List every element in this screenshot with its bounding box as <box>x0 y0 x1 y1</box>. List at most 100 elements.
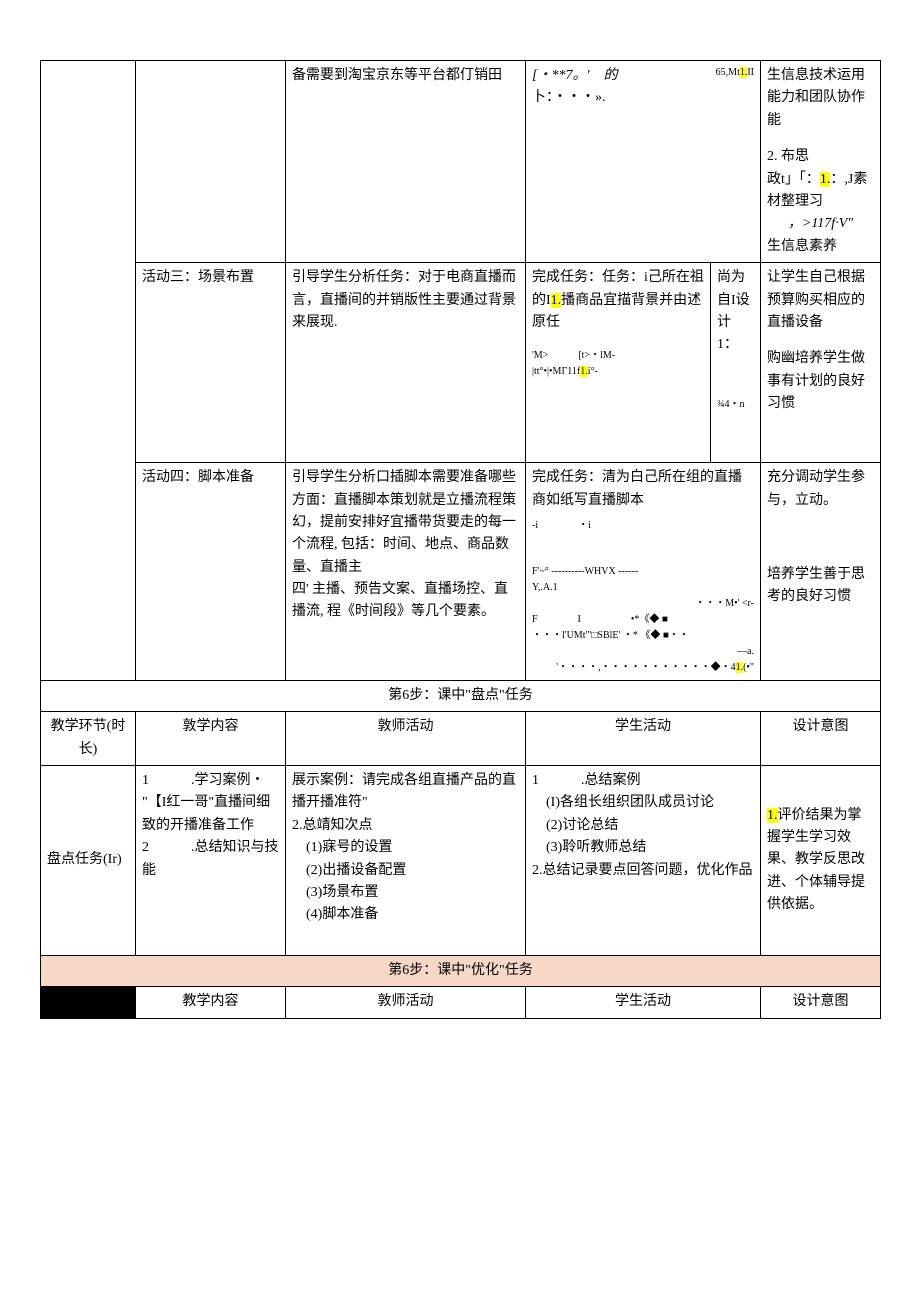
text: 培养学生善于思考的良好习惯 <box>767 564 874 609</box>
cell-student-activity: [・**7。' 的 65,Mt1.II 卜：・・・». <box>526 61 761 263</box>
text: (3)聆听教师总结 <box>532 837 754 859</box>
text: 设计意图 <box>793 994 849 1009</box>
text-line: [・**7。' 的 65,Mt1.II <box>532 65 754 87</box>
text: Y,.A.1 <box>532 580 754 596</box>
text: (2)出播设备配置 <box>292 860 519 882</box>
text: (3)场景布置 <box>292 882 519 904</box>
text: 生信息技术运用能力和团队协作能 <box>767 65 874 132</box>
text: 2 .总结知识与技能 <box>142 837 279 882</box>
text: (1)寐号的设置 <box>292 837 519 859</box>
cell-content: 1 .学习案例・ "【I红一哥"直播间细致的开播准备工作 2 .总结知识与技能 <box>136 766 286 956</box>
text: 设计意图 <box>793 719 849 734</box>
section-header-row: 第6步：课中"盘点"任务 <box>41 680 881 711</box>
text: 备需要到淘宝京东等平台都仃销田 <box>292 68 502 83</box>
cell-design-intent: 1.评价结果为掌握学生学习效果、教学反思改进、个体辅导提供依据。 <box>761 766 881 956</box>
table-row: 活动四：脚本准备 引导学生分析口插脚本需要准备哪些方面：直播脚本策划就是立播流程… <box>41 463 881 681</box>
cell-design-intent: 充分调动学生参与，立动。 培养学生善于思考的良好习惯 <box>761 463 881 681</box>
text: 尚为自I设计 <box>717 267 754 334</box>
text: 1 .总结案例 <box>532 770 754 792</box>
text: 敦师活动 <box>378 994 434 1009</box>
text: 教学环节(时长) <box>51 719 126 756</box>
text: —a. <box>532 644 754 660</box>
col-header: 敦师活动 <box>286 712 526 766</box>
col-header: 教学环节(时长) <box>41 712 136 766</box>
text: 盘点任务(Ir) <box>47 852 122 867</box>
cell-design-intent: 让学生自己根据预算购买相应的直播设备 购幽培养学生做事有计划的良好习惯 <box>761 263 881 463</box>
table-row: 备需要到淘宝京东等平台都仃销田 [・**7。' 的 65,Mt1.II 卜：・・… <box>41 61 881 263</box>
text-annotation: -i ・i <box>532 518 754 534</box>
column-header-row: 教学环节(时长) 敦学内容 敦师活动 学生活动 设计意图 <box>41 712 881 766</box>
text-line: 卜：・・・». <box>532 87 754 109</box>
text: 2.总结记录要点回答问题，优化作品 <box>532 860 754 882</box>
text: 充分调动学生参与，立动。 <box>767 467 874 512</box>
text: 活动三：场景布置 <box>142 270 254 285</box>
cell-black <box>41 987 136 1018</box>
cell-teacher-activity: 备需要到淘宝京东等平台都仃销田 <box>286 61 526 263</box>
cell-extra: 尚为自I设计 1： ¾4・n <box>711 263 761 463</box>
text: 完成任务：清为白己所在组的直播商如纸写直播脚本 <box>532 467 754 512</box>
col-header: 学生活动 <box>526 712 761 766</box>
cell-blank <box>41 61 136 681</box>
text: II <box>747 67 754 78</box>
text-highlight: 1. <box>767 808 778 823</box>
text: 引导学生分析口插脚本需要准备哪些方面：直播脚本策划就是立播流程策幻，提前安排好宜… <box>292 467 519 579</box>
text: 2. 布思 <box>767 146 874 168</box>
column-header-row: 教学内容 敦师活动 学生活动 设计意图 <box>41 987 881 1018</box>
text: 第6步：课中"盘点"任务 <box>388 688 532 703</box>
text: 学生活动 <box>615 719 671 734</box>
text: F I •*《◆ ■ <box>532 612 754 628</box>
text: ・・・M•' <r- <box>532 596 754 612</box>
text: (4)脚本准备 <box>292 904 519 926</box>
text: '・・・・,・・・・・・・・・・・◆・4 <box>556 662 735 673</box>
text: 敦学内容 <box>183 719 239 734</box>
section-title: 第6步：课中"盘点"任务 <box>41 680 881 711</box>
text: (•" <box>743 662 754 673</box>
table-row: 活动三：场景布置 引导学生分析任务：对于电商直播而言，直播间的并销版性主要通过背… <box>41 263 881 463</box>
section-header-row: 第6步：课中"优化"任务 <box>41 956 881 987</box>
text: 生信息素养 <box>767 236 874 258</box>
text: 让学生自己根据预算购买相应的直播设备 <box>767 267 874 334</box>
col-header: 敦师活动 <box>286 987 526 1018</box>
text: 敦师活动 <box>378 719 434 734</box>
document-page: 备需要到淘宝京东等平台都仃销田 [・**7。' 的 65,Mt1.II 卜：・・… <box>0 0 920 1059</box>
text: (2)讨论总结 <box>532 815 754 837</box>
text-annotation: 'M> [t>・lM- |tt°•|•MГ11f1.i°- <box>532 348 704 380</box>
col-header: 设计意图 <box>761 712 881 766</box>
text: (I)各组长组织团队成员讨论 <box>532 792 754 814</box>
text: "【I红一哥"直播间细致的开播准备工作 <box>142 792 279 837</box>
lesson-plan-table: 备需要到淘宝京东等平台都仃销田 [・**7。' 的 65,Mt1.II 卜：・・… <box>40 60 881 1019</box>
text: i°- <box>588 366 598 377</box>
text: 教学内容 <box>183 994 239 1009</box>
text: ，>117f·V" <box>767 213 874 235</box>
text: 2. 布思 政t」「：1.：,J素材整理习 ，>117f·V" 生信息素养 <box>767 146 874 258</box>
text-highlight: 1. <box>736 662 744 673</box>
cell-student-activity: 1 .总结案例 (I)各组长组织团队成员讨论 (2)讨论总结 (3)聆听教师总结… <box>526 766 761 956</box>
cell-student-activity: 完成任务：任务：i己所在祖的I1.播商品宜描背景并由述原任 'M> [t>・lM… <box>526 263 711 463</box>
cell-activity: 活动三：场景布置 <box>136 263 286 463</box>
text: 展示案例：请完成各组直播产品的直播开播准符" <box>292 770 519 815</box>
text: 2.总靖知次点 <box>292 815 519 837</box>
cell-student-activity: 完成任务：清为白己所在组的直播商如纸写直播脚本 -i ・i F'~° -----… <box>526 463 761 681</box>
text-highlight: 1. <box>820 172 831 187</box>
text: 第6步：课中"优化"任务 <box>388 963 532 978</box>
text: 购幽培养学生做事有计划的良好习惯 <box>767 348 874 415</box>
text: 评价结果为掌握学生学习效果、教学反思改进、个体辅导提供依据。 <box>767 808 865 913</box>
text-highlight: 1. <box>580 366 588 377</box>
text-annotation: 65,Mt1.II <box>716 65 754 81</box>
cell-teacher-activity: 展示案例：请完成各组直播产品的直播开播准符" 2.总靖知次点 (1)寐号的设置 … <box>286 766 526 956</box>
text: 65,Mt <box>716 67 740 78</box>
cell-teacher-activity: 引导学生分析任务：对于电商直播而言，直播间的并销版性主要通过背景来展现. <box>286 263 526 463</box>
col-header: 敦学内容 <box>136 712 286 766</box>
text: 政t」「： <box>767 172 820 187</box>
text: 四' 主播、预告文案、直播场控、直播流, 程《时间段》等几个要素。 <box>292 579 519 624</box>
text-annotation: F'~° ----------WHVX ------ Y,.A.1 ・・・M•'… <box>532 564 754 676</box>
text: |tt°•|•MГ11f <box>532 366 580 377</box>
text: 1： <box>717 334 754 356</box>
table-row: 盘点任务(Ir) 1 .学习案例・ "【I红一哥"直播间细致的开播准备工作 2 … <box>41 766 881 956</box>
cell-teacher-activity: 引导学生分析口插脚本需要准备哪些方面：直播脚本策划就是立播流程策幻，提前安排好宜… <box>286 463 526 681</box>
text: 引导学生分析任务：对于电商直播而言，直播间的并销版性主要通过背景来展现. <box>292 270 516 330</box>
cell-phase: 盘点任务(Ir) <box>41 766 136 956</box>
text: ・・・l'UMt"'□SBlE' ・* 《◆ ■・・ <box>532 628 754 644</box>
text-highlight: 1. <box>551 293 562 308</box>
text: F'~° ----------WHVX ------ <box>532 564 754 580</box>
